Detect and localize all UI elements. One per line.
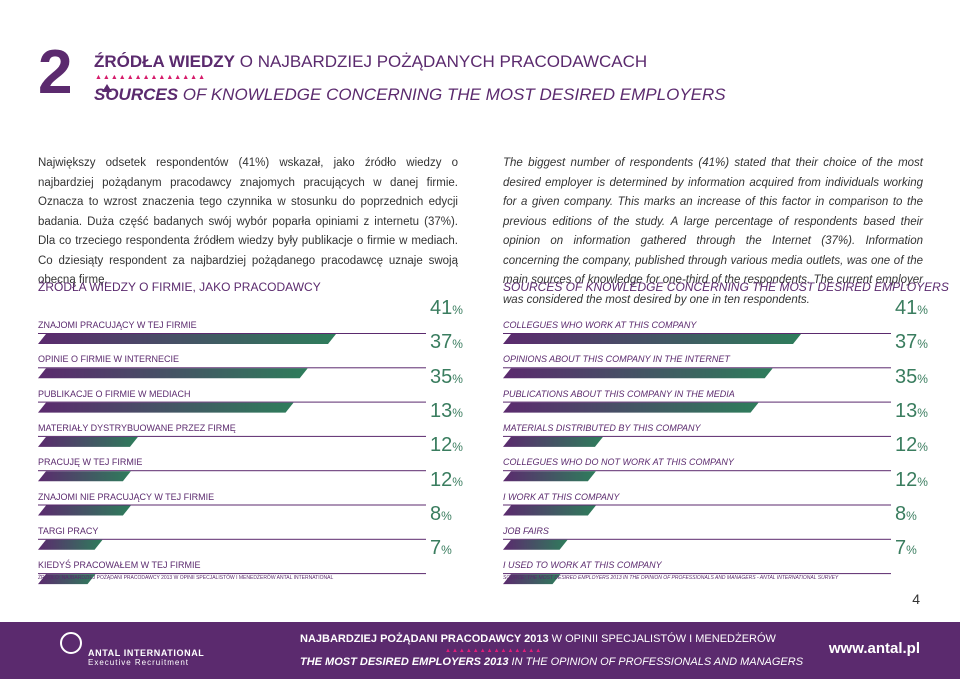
bar-category-label: OPINIE O FIRMIE W INTERNECIE — [38, 354, 180, 365]
chart-title-pl: ŹRÓDŁA WIEDZY O FIRMIE, JAKO PRACODAWCY — [38, 280, 321, 294]
footer-dotted-divider-icon: ▲▲▲▲▲▲▲▲▲▲▲▲▲▲ — [445, 648, 543, 654]
bar-baseline — [503, 367, 891, 369]
chart-source-en: SOURCE: THE MOST DESIRED EMPLOYERS 2013 … — [503, 575, 839, 581]
footer-title-en: THE MOST DESIRED EMPLOYERS 2013 IN THE O… — [300, 656, 804, 668]
footer-title-pl: NAJBARDZIEJ POŻĄDANI PRACODAWCY 2013 W O… — [300, 633, 776, 645]
bar-charts — [38, 333, 891, 585]
bar-category-label: OPINIONS ABOUT THIS COMPANY IN THE INTER… — [503, 354, 730, 365]
bar-value-label: 41% — [430, 297, 463, 319]
bar — [503, 539, 568, 550]
page-title-en: SOURCES OF KNOWLEDGE CONCERNING THE MOST… — [94, 85, 726, 104]
triangle-icon — [102, 84, 112, 92]
page-number: 4 — [912, 591, 920, 607]
bar-baseline — [503, 573, 891, 575]
intro-paragraph-en: The biggest number of respondents (41%) … — [503, 157, 923, 306]
bar — [503, 574, 561, 585]
footer-bar — [0, 622, 960, 679]
bar — [38, 334, 336, 344]
bar-category-label: I USED TO WORK AT THIS COMPANY — [503, 560, 662, 571]
bar-baseline — [38, 401, 426, 403]
bar-category-label: ZNAJOMI NIE PRACUJĄCY W TEJ FIRMIE — [38, 491, 215, 502]
globe-logo-icon — [60, 632, 82, 654]
bar-category-label: JOB FAIRS — [503, 525, 549, 536]
bar — [38, 505, 131, 516]
bar-baseline — [38, 573, 426, 575]
bar-value-label: 7% — [895, 537, 917, 560]
bar — [503, 334, 801, 344]
page-title-pl: ŹRÓDŁA WIEDZY O NAJBARDZIEJ POŻĄDANYCH P… — [94, 52, 648, 71]
bar — [503, 471, 596, 482]
bar-baseline — [503, 470, 891, 472]
intro-paragraph-pl: Największy odsetek respondentów (41%) ws… — [38, 157, 458, 286]
bar — [38, 402, 294, 413]
bar-value-label: 7% — [430, 537, 452, 560]
dotted-divider-icon: ▲▲▲▲▲▲▲▲▲▲▲▲▲▲ — [95, 74, 206, 81]
bar-baseline — [38, 504, 426, 506]
bar-value-label: 8% — [895, 502, 917, 525]
bar — [503, 436, 603, 447]
bar-category-label: COLLEGUES WHO DO NOT WORK AT THIS COMPAN… — [503, 457, 734, 468]
bar-value-label: 12% — [430, 434, 463, 457]
bar-category-label: I WORK AT THIS COMPANY — [503, 491, 620, 502]
bar-baseline — [38, 367, 426, 369]
bar-baseline — [38, 435, 426, 437]
bar — [503, 368, 773, 379]
bar-value-label: 37% — [895, 331, 928, 354]
bar-category-label: PUBLIKACJE O FIRMIE W MEDIACH — [38, 388, 191, 399]
bar-baseline — [503, 333, 891, 334]
bar-category-label: TARGI PRACY — [38, 525, 99, 536]
bar — [38, 471, 131, 482]
footer-website-link[interactable]: www.antal.pl — [828, 640, 920, 657]
bar-value-label: 13% — [895, 399, 928, 422]
bar-baseline — [38, 333, 426, 334]
bar-baseline — [38, 538, 426, 540]
bar-value-label: 13% — [430, 399, 463, 422]
bar — [503, 402, 759, 413]
bar — [503, 505, 596, 516]
bar — [38, 539, 103, 550]
bar-baseline — [38, 470, 426, 472]
bar-value-label: 35% — [895, 365, 928, 388]
bar-value-label: 41% — [895, 297, 928, 319]
bar-category-label: KIEDYŚ PRACOWAŁEM W TEJ FIRMIE — [38, 560, 201, 571]
bar-baseline — [503, 504, 891, 506]
bar-value-label: 12% — [895, 434, 928, 457]
bar-value-label: 8% — [430, 502, 452, 525]
bar-category-label: COLLEGUES WHO WORK AT THIS COMPANY — [503, 320, 697, 330]
chart-source-pl: ŹRÓDŁO: NAJBARDZIEJ POŻĄDANI PRACODAWCY … — [38, 575, 334, 581]
bar-category-label: MATERIAŁY DYSTRYBUOWANE PRZEZ FIRMĘ — [38, 422, 236, 433]
bar-category-label: PUBLICATIONS ABOUT THIS COMPANY IN THE M… — [503, 388, 735, 399]
bar-value-label: 37% — [430, 331, 463, 354]
bar — [38, 368, 308, 379]
bar-category-label: MATERIALS DISTRIBUTED BY THIS COMPANY — [503, 422, 701, 433]
bar-value-label: 12% — [430, 468, 463, 491]
bar-baseline — [503, 435, 891, 437]
bar-category-label: ZNAJOMI PRACUJĄCY W TEJ FIRMIE — [38, 320, 197, 330]
bar — [38, 574, 96, 585]
bar-category-label: PRACUJĘ W TEJ FIRMIE — [38, 457, 143, 468]
bar-baseline — [503, 538, 891, 540]
section-number: 2 — [38, 42, 112, 104]
bar-baseline — [503, 401, 891, 403]
bar-value-label: 35% — [430, 365, 463, 388]
footer-brand-sub: Executive Recruitment — [88, 658, 190, 667]
bar — [38, 436, 138, 447]
bar-value-label: 12% — [895, 468, 928, 491]
chart-title-en: SOURCES OF KNOWLEDGE CONCERNING THE MOST… — [503, 280, 949, 294]
footer-brand: ANTAL INTERNATIONAL — [88, 648, 205, 658]
